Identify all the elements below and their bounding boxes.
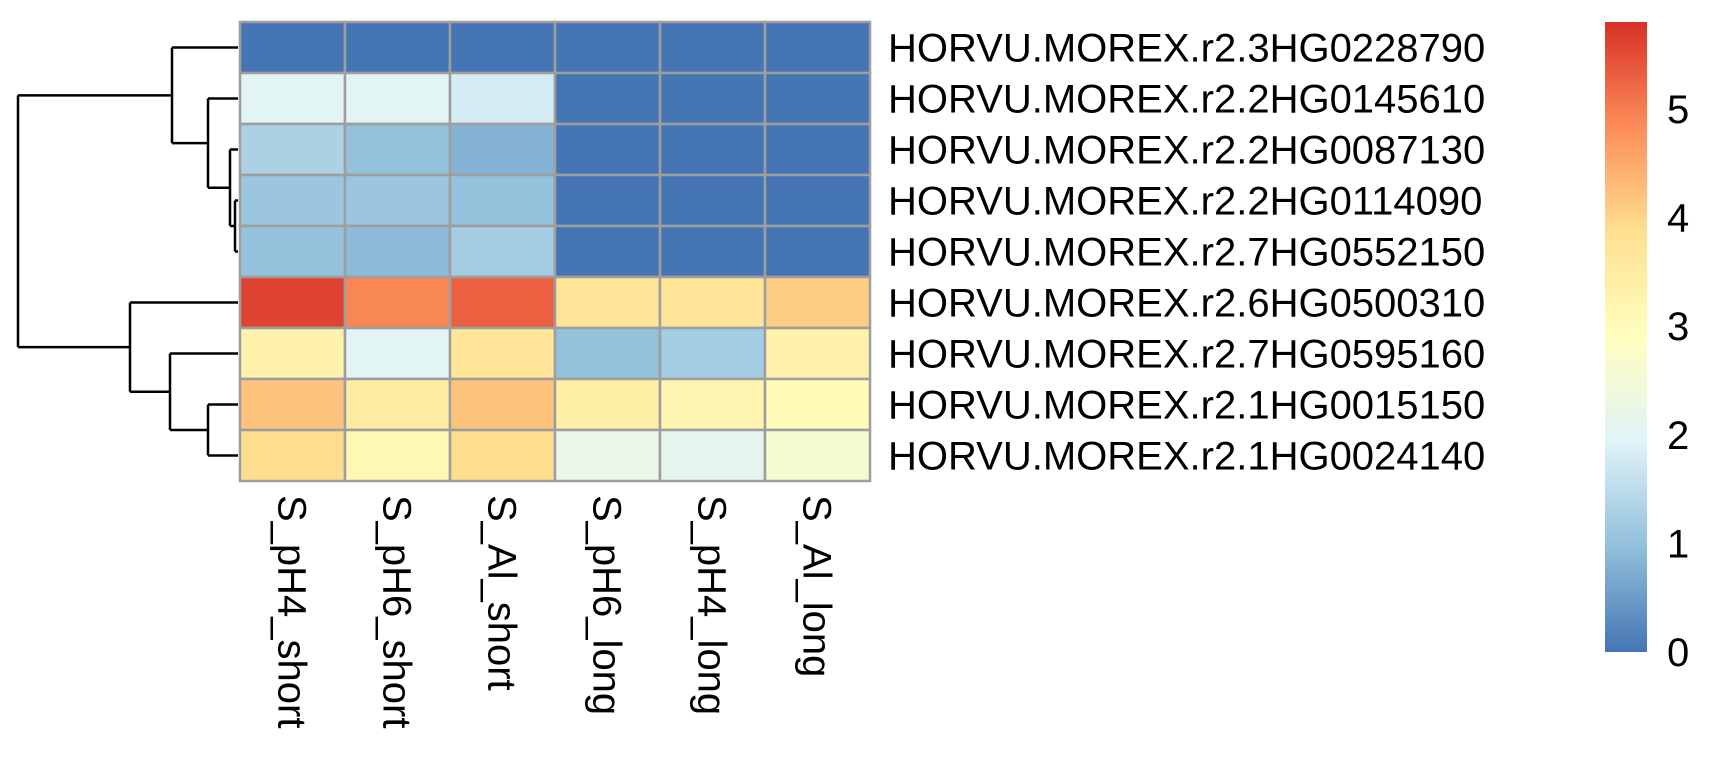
heatmap-cell: [658, 71, 767, 126]
heatmap-cell: [553, 275, 662, 330]
heatmap-cell: [658, 377, 767, 432]
colorbar-tick-label: 2: [1667, 414, 1689, 458]
heatmap-cell: [343, 122, 452, 177]
heatmap-cell: [763, 377, 872, 432]
heatmap-cell: [238, 122, 347, 177]
heatmap-cell: [238, 275, 347, 330]
heatmap-cell: [658, 122, 767, 177]
row-dendrogram: [16, 46, 238, 457]
heatmap-cell: [553, 20, 662, 75]
row-labels: HORVU.MOREX.r2.3HG0228790 HORVU.MOREX.r2.…: [888, 27, 1485, 479]
heatmap-cell: [238, 173, 347, 228]
colorbar-tick-label: 0: [1667, 631, 1689, 675]
column-label: S_pH4_short: [270, 495, 314, 728]
colorbar-tick-label: 5: [1667, 88, 1689, 132]
colorbar-tick-label: 4: [1667, 197, 1689, 241]
row-label: HORVU.MOREX.r2.2HG0145610: [888, 78, 1485, 122]
heatmap-cell: [763, 122, 872, 177]
heatmap-cell: [238, 428, 347, 483]
heatmap-cell: [658, 224, 767, 279]
heatmap-cell: [658, 326, 767, 381]
heatmap-cell: [343, 224, 452, 279]
row-label: HORVU.MOREX.r2.2HG0087130: [888, 129, 1485, 173]
heatmap-cell: [343, 71, 452, 126]
row-label: HORVU.MOREX.r2.6HG0500310: [888, 282, 1485, 326]
heatmap-cell: [658, 428, 767, 483]
heatmap-cell: [658, 275, 767, 330]
row-label: HORVU.MOREX.r2.7HG0595160: [888, 333, 1485, 377]
heatmap-cell: [238, 20, 347, 75]
heatmap-cell: [448, 224, 557, 279]
heatmap-cell: [763, 224, 872, 279]
heatmap-cells: [238, 20, 872, 483]
row-label: HORVU.MOREX.r2.2HG0114090: [888, 180, 1482, 224]
colorbar-ticks: 0 1 2 3 4 5: [1667, 88, 1689, 675]
heatmap-cell: [343, 326, 452, 381]
row-label: HORVU.MOREX.r2.1HG0024140: [888, 435, 1485, 479]
heatmap-cell: [238, 326, 347, 381]
heatmap-cell: [763, 326, 872, 381]
heatmap-cell: [238, 71, 347, 126]
row-label: HORVU.MOREX.r2.7HG0552150: [888, 231, 1485, 275]
heatmap-cell: [343, 275, 452, 330]
colorbar-tick-label: 1: [1667, 522, 1689, 566]
heatmap-cell: [553, 377, 662, 432]
heatmap-cell: [238, 377, 347, 432]
colorbar-tick-label: 3: [1667, 305, 1689, 349]
column-label: S_Al_long: [795, 495, 839, 677]
heatmap-cell: [448, 428, 557, 483]
heatmap-cell: [763, 20, 872, 75]
heatmap-cell: [448, 275, 557, 330]
heatmap-cell: [553, 428, 662, 483]
heatmap-cell: [448, 71, 557, 126]
heatmap-cell: [238, 224, 347, 279]
heatmap-cell: [448, 326, 557, 381]
colorbar-gradient: [1605, 22, 1647, 652]
heatmap-cell: [553, 122, 662, 177]
heatmap-cell: [658, 173, 767, 228]
heatmap-cell: [448, 173, 557, 228]
column-label: S_Al_short: [480, 495, 524, 691]
heatmap-cell: [553, 173, 662, 228]
heatmap-cell: [343, 428, 452, 483]
column-label: S_pH6_short: [375, 495, 419, 728]
heatmap-cell: [763, 275, 872, 330]
heatmap-cell: [448, 377, 557, 432]
heatmap-cell: [553, 224, 662, 279]
heatmap-cell: [343, 173, 452, 228]
column-label: S_pH4_long: [690, 495, 734, 715]
heatmap-cell: [763, 71, 872, 126]
heatmap-cell: [763, 428, 872, 483]
heatmap-cell: [343, 20, 452, 75]
row-label: HORVU.MOREX.r2.3HG0228790: [888, 27, 1485, 71]
column-labels: S_pH4_short S_pH6_short S_Al_short S_pH6_lo…: [270, 495, 839, 728]
heatmap-cell: [553, 71, 662, 126]
heatmap-cell: [763, 173, 872, 228]
color-legend: 0 1 2 3 4 5: [1605, 22, 1689, 675]
heatmap-cell: [553, 326, 662, 381]
heatmap-cell: [343, 377, 452, 432]
heatmap-cell: [658, 20, 767, 75]
heatmap-cell: [448, 122, 557, 177]
column-label: S_pH6_long: [585, 495, 629, 715]
row-label: HORVU.MOREX.r2.1HG0015150: [888, 384, 1485, 428]
heatmap-cell: [448, 20, 557, 75]
